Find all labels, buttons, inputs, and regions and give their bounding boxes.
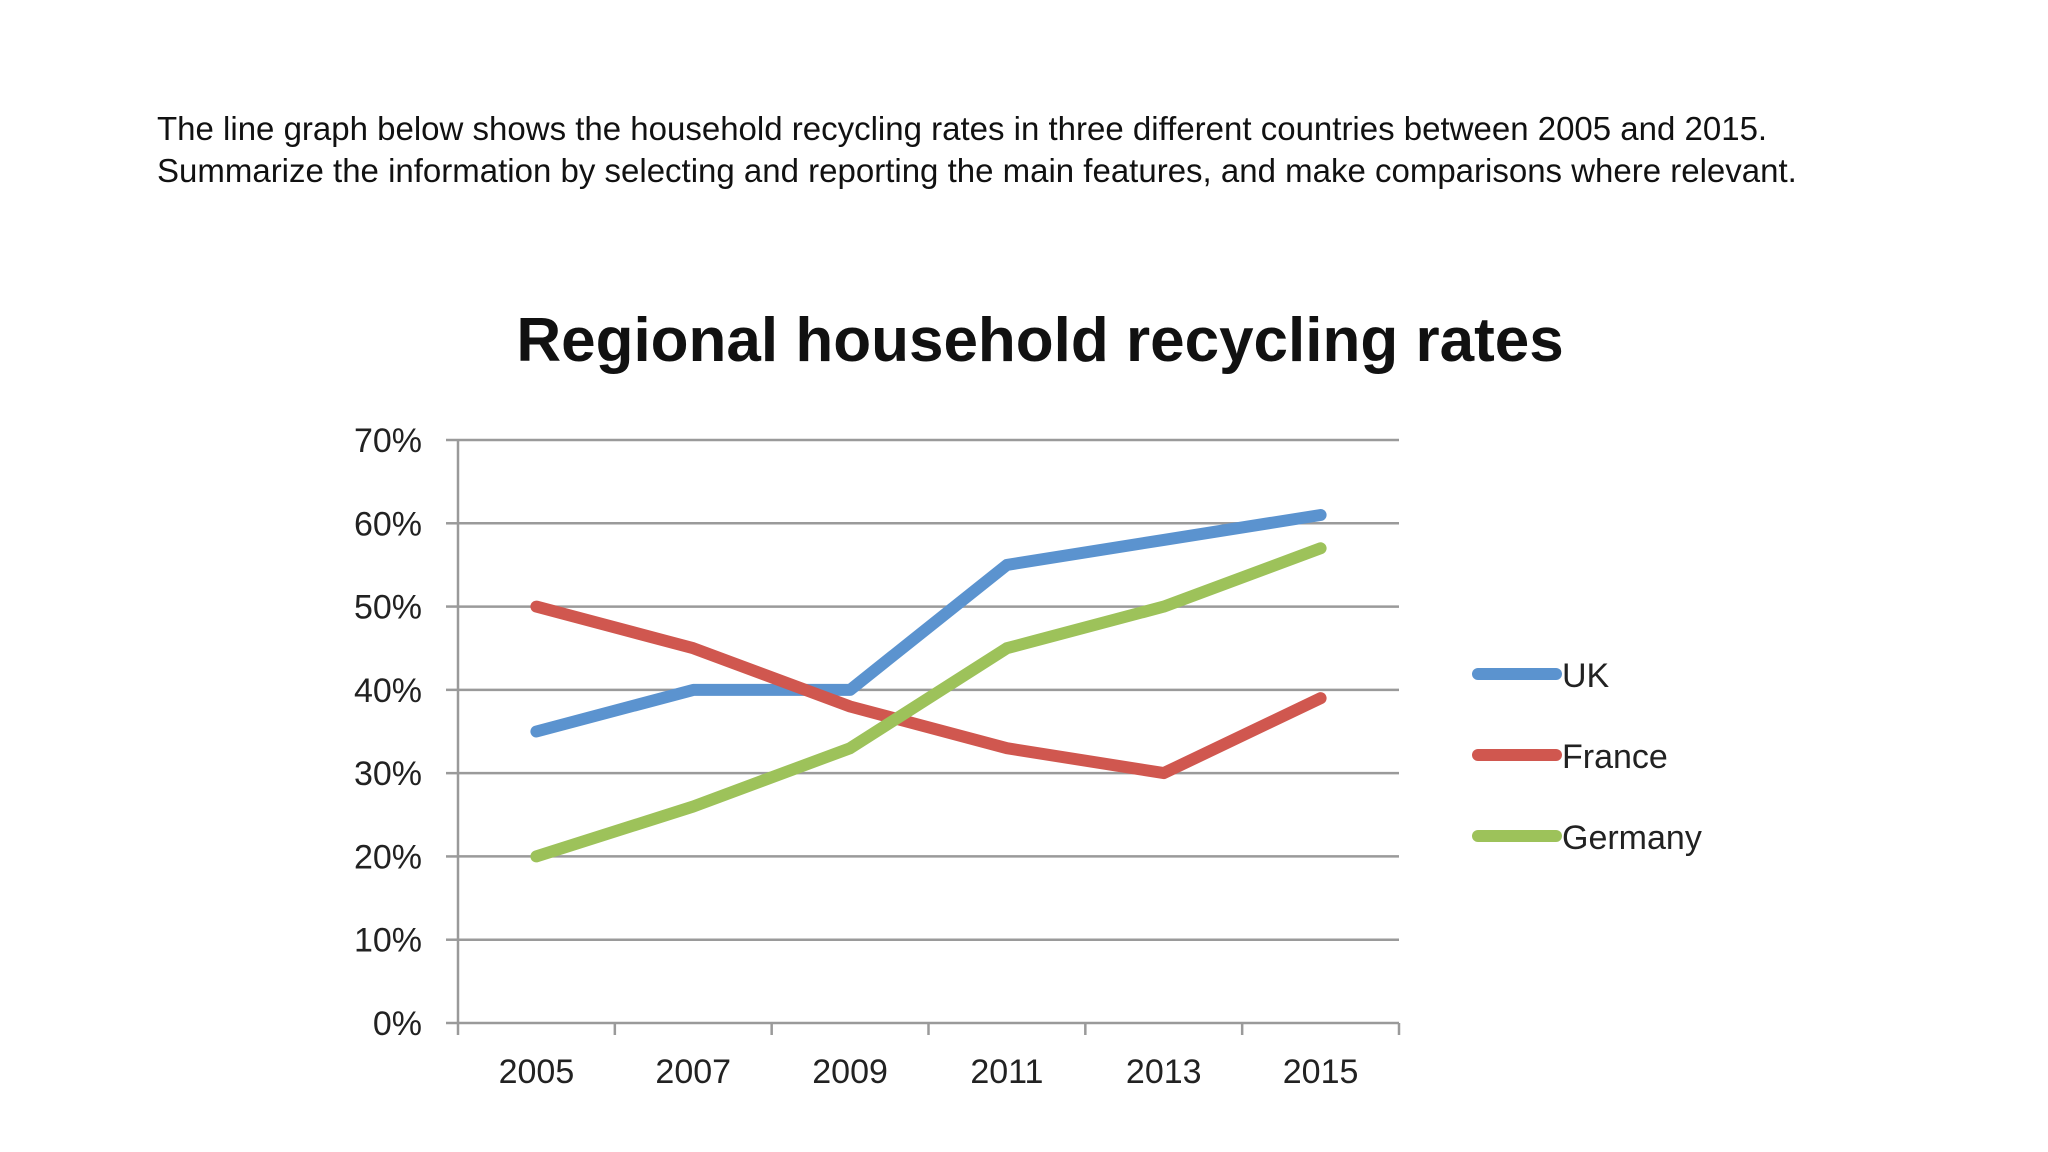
x-tick-label: 2007 <box>655 1053 731 1091</box>
tick-labels: 0% 10% 20% 30% 40% 50% 60% 70% 2005 2007 2009 2011 2… <box>354 422 1358 1091</box>
y-tick-label: 10% <box>354 922 422 960</box>
prompt-line-1: The line graph below shows the household… <box>157 110 1768 147</box>
chart-title: Regional household recycling rates <box>516 306 1563 375</box>
task-prompt: The line graph below shows the household… <box>157 108 1957 192</box>
prompt-line-2: Summarize the information by selecting a… <box>157 152 1797 189</box>
legend-label-germany: Germany <box>1562 819 1702 857</box>
x-tick-label: 2011 <box>970 1053 1043 1091</box>
legend-label-uk: UK <box>1562 657 1610 695</box>
axes <box>446 438 1401 1035</box>
x-tick-label: 2005 <box>499 1053 575 1091</box>
y-tick-label: 50% <box>354 589 422 627</box>
y-tick-label: 60% <box>354 505 422 543</box>
series-line-uk <box>530 509 1327 738</box>
x-tick-label: 2013 <box>1126 1053 1202 1091</box>
y-tick-label: 0% <box>373 1005 422 1043</box>
legend-label-france: France <box>1562 738 1668 776</box>
series-lines <box>530 509 1327 863</box>
y-tick-label: 20% <box>354 838 422 876</box>
x-tick-label: 2009 <box>812 1053 888 1091</box>
series-line-germany <box>530 542 1327 863</box>
y-tick-label: 40% <box>354 672 422 710</box>
y-tick-label: 30% <box>354 755 422 793</box>
x-tick-label: 2015 <box>1283 1053 1359 1091</box>
series-line-france <box>530 600 1327 780</box>
legend: UK France Germany <box>1472 657 1702 857</box>
gridlines <box>458 438 1399 941</box>
y-tick-label: 70% <box>354 422 422 460</box>
